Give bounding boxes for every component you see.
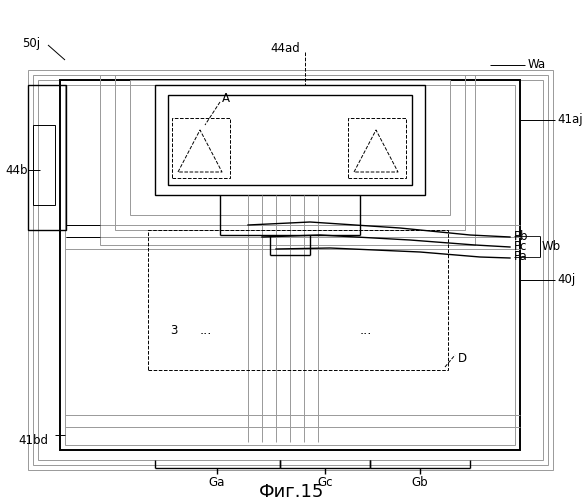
Text: Pb: Pb xyxy=(514,230,528,242)
Text: A: A xyxy=(222,92,230,104)
Bar xyxy=(65,85,515,445)
Bar xyxy=(148,230,448,370)
Text: Pc: Pc xyxy=(514,240,527,254)
Bar xyxy=(348,118,406,178)
Bar xyxy=(33,125,55,205)
Text: Gc: Gc xyxy=(317,476,333,488)
Bar xyxy=(172,118,230,178)
Text: 41bd: 41bd xyxy=(18,434,48,446)
Bar xyxy=(60,80,520,450)
Bar xyxy=(100,75,475,245)
Bar xyxy=(155,85,425,195)
Bar xyxy=(28,70,553,470)
Bar xyxy=(28,85,66,230)
Bar xyxy=(33,75,548,465)
Bar xyxy=(38,80,543,460)
Text: 41aj: 41aj xyxy=(557,114,583,126)
Text: 44b: 44b xyxy=(5,164,27,176)
Text: ...: ... xyxy=(200,324,212,336)
Text: D: D xyxy=(458,352,467,364)
Text: Gb: Gb xyxy=(412,476,428,488)
Text: ...: ... xyxy=(360,324,373,336)
Bar xyxy=(115,75,465,230)
Text: Wa: Wa xyxy=(528,58,546,71)
Text: Pa: Pa xyxy=(514,250,528,264)
Text: 3: 3 xyxy=(170,324,177,336)
Bar xyxy=(130,80,450,215)
Text: Фиг.15: Фиг.15 xyxy=(259,483,325,500)
Bar xyxy=(168,95,412,185)
Text: 40j: 40j xyxy=(557,274,575,286)
Text: Wb: Wb xyxy=(542,240,561,254)
Text: 50j: 50j xyxy=(22,36,40,50)
Text: 44ad: 44ad xyxy=(270,42,300,54)
Text: Ga: Ga xyxy=(209,476,225,488)
